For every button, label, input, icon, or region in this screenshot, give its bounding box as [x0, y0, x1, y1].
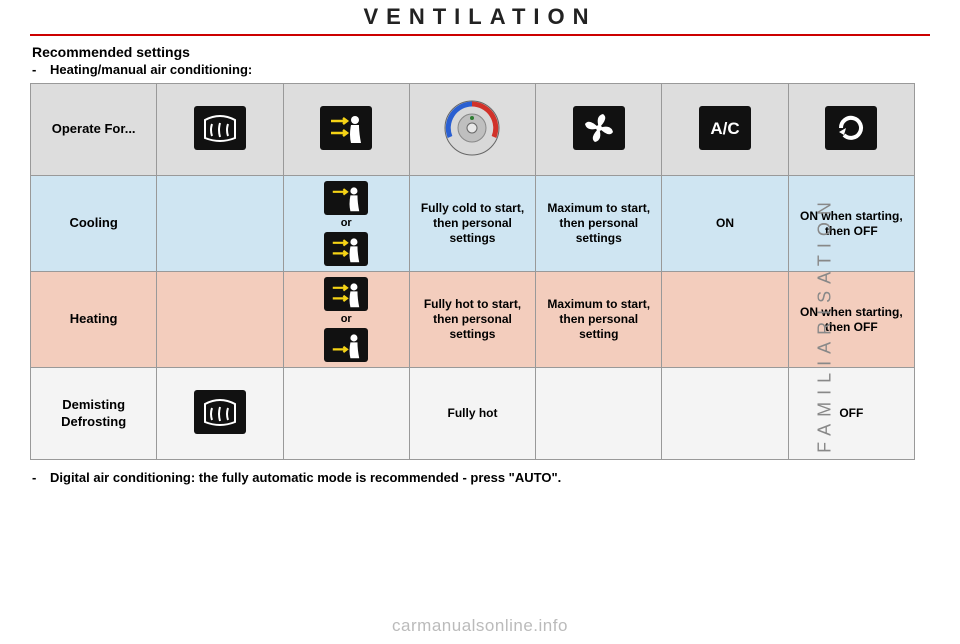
airflow-lower-icon — [324, 328, 368, 362]
demist-label: Demisting Defrosting — [31, 368, 157, 460]
heating-row: Heating or Fully hot to start, then pers… — [31, 272, 915, 368]
windshield-demist-icon — [194, 390, 246, 434]
svg-text:A/C: A/C — [710, 119, 739, 138]
airflow-upper-icon — [324, 181, 368, 215]
demist-windshield-cell — [157, 368, 283, 460]
cooling-ac: ON — [662, 176, 788, 272]
subheading-text: Heating/manual air conditioning: — [50, 62, 252, 77]
fan-icon — [573, 106, 625, 150]
page: VENTILATION FAMILIARISATION Recommended … — [0, 4, 960, 644]
heating-airflow-cell: or — [283, 272, 409, 368]
airflow-person-icon — [320, 106, 372, 150]
cooling-temp: Fully cold to start, then personal setti… — [409, 176, 535, 272]
settings-table: Operate For... — [30, 83, 915, 460]
footnote: -Digital air conditioning: the fully aut… — [32, 470, 915, 485]
heating-or-label: or — [341, 313, 352, 327]
heating-manual-subheading: -Heating/manual air conditioning: — [32, 62, 915, 77]
title-rule — [30, 34, 930, 36]
footnote-text: Digital air conditioning: the fully auto… — [50, 470, 561, 485]
heating-recirc: ON when starting, then OFF — [788, 272, 914, 368]
demist-recirc: OFF — [788, 368, 914, 460]
heating-c1-empty — [157, 272, 283, 368]
watermark: carmanualsonline.info — [0, 616, 960, 636]
cooling-fan: Maximum to start, then personal settings — [536, 176, 662, 272]
recommended-settings-heading: Recommended settings — [32, 44, 915, 60]
header-fan-icon-cell — [536, 84, 662, 176]
heating-label: Heating — [31, 272, 157, 368]
header-operate-for: Operate For... — [31, 84, 157, 176]
cooling-c1-empty — [157, 176, 283, 272]
demist-temp: Fully hot — [409, 368, 535, 460]
airflow-both-icon-heat — [324, 277, 368, 311]
content: Recommended settings -Heating/manual air… — [30, 44, 915, 485]
heating-ac — [662, 272, 788, 368]
header-ac-icon-cell: A/C — [662, 84, 788, 176]
table-header-row: Operate For... — [31, 84, 915, 176]
ac-icon: A/C — [699, 106, 751, 150]
heating-temp: Fully hot to start, then personal settin… — [409, 272, 535, 368]
recirculate-icon — [825, 106, 877, 150]
header-recirc-icon-cell — [788, 84, 914, 176]
windshield-icon — [194, 106, 246, 150]
demist-row: Demisting Defrosting Fully hot OFF — [31, 368, 915, 460]
header-windshield-icon-cell — [157, 84, 283, 176]
header-airflow-icon-cell — [283, 84, 409, 176]
demist-c4-empty — [536, 368, 662, 460]
cooling-airflow-cell: or — [283, 176, 409, 272]
heating-fan: Maximum to start, then personal setting — [536, 272, 662, 368]
cooling-row: Cooling or Fully cold to start, then per… — [31, 176, 915, 272]
demist-c5-empty — [662, 368, 788, 460]
cooling-label: Cooling — [31, 176, 157, 272]
airflow-both-icon — [324, 232, 368, 266]
section-title: VENTILATION — [0, 4, 960, 30]
side-label: FAMILIARISATION — [815, 195, 836, 453]
header-dial-cell — [409, 84, 535, 176]
temperature-dial-icon — [442, 98, 502, 158]
cooling-or-label: or — [341, 217, 352, 231]
demist-c2-empty — [283, 368, 409, 460]
cooling-recirc: ON when starting, then OFF — [788, 176, 914, 272]
